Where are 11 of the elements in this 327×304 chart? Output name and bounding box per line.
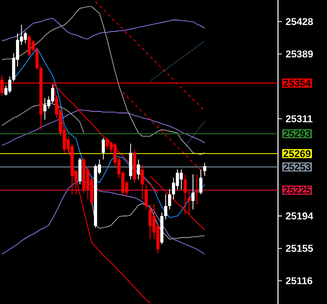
ref-line-label: 25269 bbox=[284, 150, 311, 158]
ref-line-label: 25354 bbox=[284, 80, 311, 87]
y-tick-label: 25194 bbox=[286, 212, 314, 220]
ref-line-label: 25225 bbox=[284, 186, 311, 194]
y-tick-label: 25311 bbox=[286, 115, 312, 122]
ref-line-label: 25293 bbox=[284, 130, 311, 138]
ref-line-label: 25253 bbox=[284, 163, 311, 170]
y-tick-label: 25155 bbox=[286, 244, 313, 252]
y-tick-label: 25428 bbox=[286, 18, 313, 26]
y-tick-label: 25116 bbox=[286, 277, 312, 284]
y-tick-label: 25389 bbox=[286, 50, 313, 58]
